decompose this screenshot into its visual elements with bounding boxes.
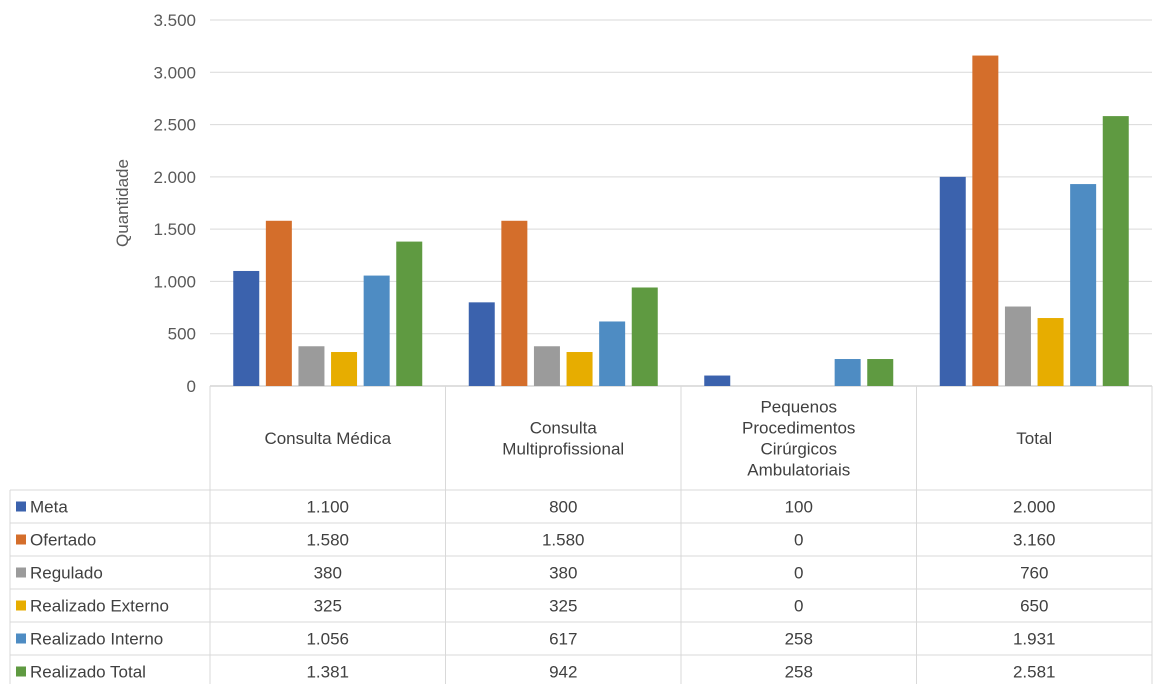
data-table-cell: 325 <box>314 597 342 616</box>
bar-meta <box>468 302 495 386</box>
data-table-cell: 1.931 <box>1013 630 1056 649</box>
bar-realizado-total <box>1102 116 1129 387</box>
bar-realizado-interno <box>363 275 390 386</box>
data-table-cell: 1.056 <box>306 630 349 649</box>
category-label: Pequenos <box>760 398 837 417</box>
legend-swatch-regulado <box>16 567 26 578</box>
data-table-cell: 258 <box>785 630 813 649</box>
category-label: Total <box>1016 429 1052 448</box>
y-tick-label: 3.500 <box>153 11 196 30</box>
bar-meta <box>704 375 731 386</box>
data-table-cell: 1.381 <box>306 663 349 682</box>
data-table-cell: 0 <box>794 564 803 583</box>
y-axis-label: Quantidade <box>113 159 132 247</box>
y-tick-label: 3.000 <box>153 63 196 82</box>
legend-swatch-realizado-interno <box>16 633 26 644</box>
data-table-cell: 2.581 <box>1013 663 1056 682</box>
legend-swatch-ofertado <box>16 534 26 545</box>
category-label: Consulta Médica <box>264 429 391 448</box>
bar-ofertado <box>972 55 999 386</box>
legend-swatch-realizado-total <box>16 666 26 677</box>
bar-ofertado <box>501 220 528 386</box>
bar-realizado-interno <box>834 359 861 386</box>
legend-label: Realizado Interno <box>30 630 163 649</box>
bar-meta <box>939 176 966 386</box>
legend-label: Realizado Total <box>30 663 146 682</box>
y-tick-label: 1.000 <box>153 272 196 291</box>
data-table-cell: 3.160 <box>1013 531 1056 550</box>
legend-label: Regulado <box>30 564 103 583</box>
data-table-cell: 380 <box>314 564 342 583</box>
legend-swatch-meta <box>16 501 26 512</box>
legend-label: Ofertado <box>30 531 96 550</box>
bar-meta <box>233 270 260 386</box>
y-tick-label: 2.000 <box>153 168 196 187</box>
category-label: Procedimentos <box>742 419 855 438</box>
bar-realizado-total <box>396 241 423 386</box>
data-table-cell: 617 <box>549 630 577 649</box>
category-label: Ambulatoriais <box>747 461 850 480</box>
bar-realizado-interno <box>599 321 626 386</box>
category-label: Multiprofissional <box>502 440 624 459</box>
data-table-cell: 380 <box>549 564 577 583</box>
y-tick-label: 2.500 <box>153 116 196 135</box>
y-tick-label: 1.500 <box>153 220 196 239</box>
data-table-cell: 100 <box>785 498 813 517</box>
data-table-cell: 650 <box>1020 597 1048 616</box>
data-table-cell: 1.580 <box>306 531 349 550</box>
data-table-cell: 0 <box>794 597 803 616</box>
data-table-cell: 760 <box>1020 564 1048 583</box>
legend-label: Meta <box>30 498 68 517</box>
data-table-cell: 1.580 <box>542 531 585 550</box>
legend-swatch-realizado-externo <box>16 600 26 611</box>
data-table-cell: 0 <box>794 531 803 550</box>
bar-regulado <box>298 346 325 386</box>
y-tick-label: 0 <box>187 377 196 396</box>
bar-realizado-interno <box>1070 184 1097 386</box>
data-table-cell: 325 <box>549 597 577 616</box>
bar-realizado-total <box>867 359 894 386</box>
bar-ofertado <box>265 220 292 386</box>
category-label: Cirúrgicos <box>760 440 837 459</box>
category-label: Consulta <box>530 419 598 438</box>
bar-realizado-total <box>631 287 658 386</box>
bar-realizado-externo <box>331 352 358 386</box>
data-table-cell: 800 <box>549 498 577 517</box>
bar-realizado-externo <box>566 352 593 386</box>
data-table-cell: 1.100 <box>306 498 349 517</box>
data-table-cell: 258 <box>785 663 813 682</box>
bar-regulado <box>533 346 560 386</box>
bar-regulado <box>1004 306 1031 386</box>
y-tick-label: 500 <box>168 325 196 344</box>
bar-realizado-externo <box>1037 318 1064 386</box>
data-table-cell: 942 <box>549 663 577 682</box>
legend-label: Realizado Externo <box>30 597 169 616</box>
data-table-cell: 2.000 <box>1013 498 1056 517</box>
